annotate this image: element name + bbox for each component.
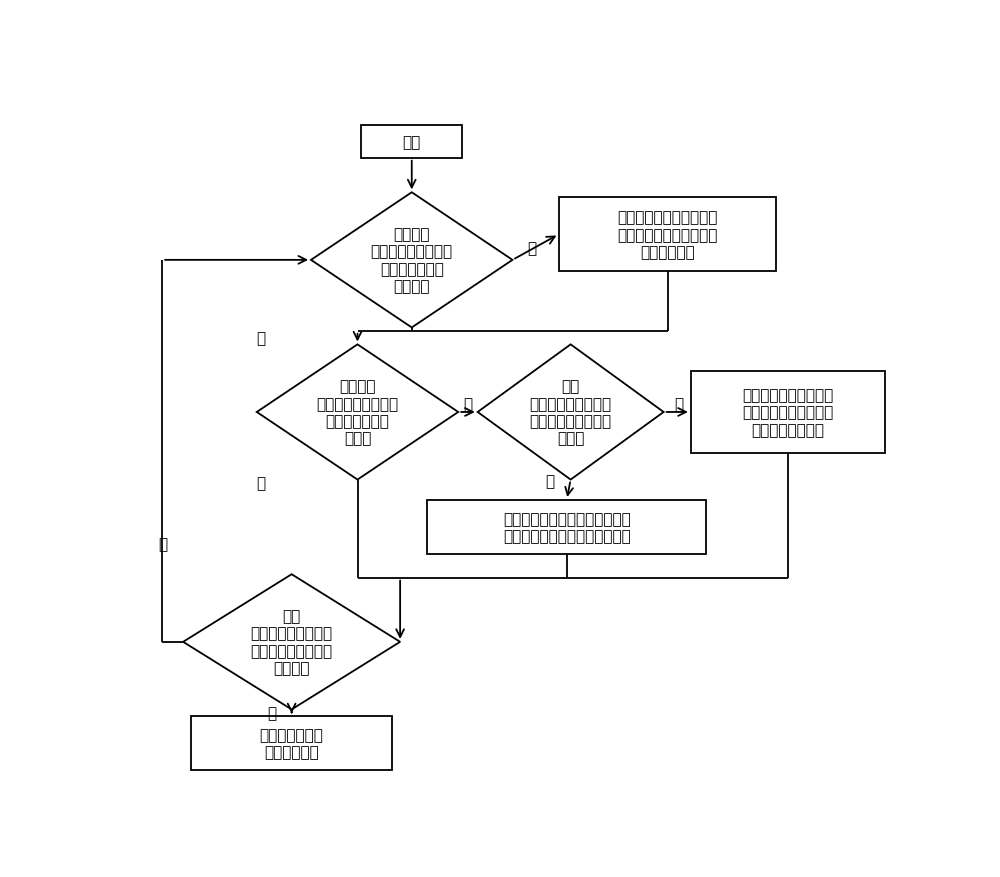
- Text: 判断燃料
电池的功率响应曲线
的斜率是否大于
预设斜率: 判断燃料 电池的功率响应曲线 的斜率是否大于 预设斜率: [371, 227, 453, 294]
- Text: 判断燃料
电池的单体电压差是
否大于第一预设
电压差: 判断燃料 电池的单体电压差是 否大于第一预设 电压差: [316, 379, 399, 446]
- Text: 以第二预设占空比和第
二排水周期控制排水阀
开启第二预设时长: 以第二预设占空比和第 二排水周期控制排水阀 开启第二预设时长: [742, 388, 833, 438]
- Text: 否: 否: [256, 331, 265, 346]
- Bar: [361, 126, 462, 159]
- Text: 是: 是: [527, 241, 536, 256]
- Text: 是: 是: [463, 396, 472, 411]
- Bar: [427, 500, 706, 554]
- Text: 以第三预设占空比和第三排水周
期控制排水阀开启第三预设时长: 以第三预设占空比和第三排水周 期控制排水阀开启第三预设时长: [503, 511, 631, 544]
- Text: 判断
燃料电池的单体电压
差是否大于第二预设
电压差: 判断 燃料电池的单体电压 差是否大于第二预设 电压差: [530, 379, 612, 446]
- Text: 开始: 开始: [403, 135, 421, 150]
- Text: 是: 是: [268, 705, 277, 721]
- Text: 否: 否: [545, 474, 554, 488]
- Text: 否: 否: [256, 476, 265, 491]
- Polygon shape: [311, 193, 512, 328]
- Bar: [559, 197, 776, 272]
- Text: 判断
在燃料电池的电流能
量积分大于预设电流
能量积分: 判断 在燃料电池的电流能 量积分大于预设电流 能量积分: [251, 609, 333, 675]
- Bar: [691, 372, 885, 453]
- Polygon shape: [478, 345, 664, 480]
- Text: 否: 否: [158, 537, 168, 552]
- Polygon shape: [183, 574, 400, 709]
- Bar: [191, 717, 392, 770]
- Text: 控制排水阀开启
预设排水时长: 控制排水阀开启 预设排水时长: [260, 727, 324, 759]
- Text: 以第一预设占空比和第一
排水周期控制排水阀开启
第一预设时长: 以第一预设占空比和第一 排水周期控制排水阀开启 第一预设时长: [617, 210, 718, 260]
- Polygon shape: [257, 345, 458, 480]
- Text: 是: 是: [675, 396, 684, 411]
